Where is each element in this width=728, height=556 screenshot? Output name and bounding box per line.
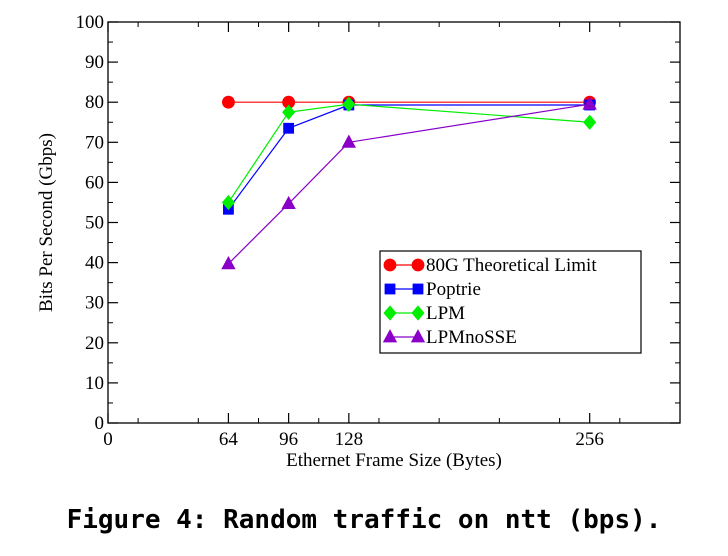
line-chart: 0 10 20 30 40 50 60 70 80 90 100 0 64 96 128 256 80G T… xyxy=(36,12,681,471)
data-point-circle xyxy=(222,95,235,109)
data-point-diamond xyxy=(282,104,296,120)
minor-ticks xyxy=(108,22,680,423)
legend-marker xyxy=(410,329,426,343)
y-tick-label: 20 xyxy=(85,333,104,354)
legend-marker xyxy=(383,258,397,272)
legend-marker xyxy=(411,258,425,272)
series-line xyxy=(227,103,590,203)
x-tick-label: 256 xyxy=(575,429,604,450)
legend-entry: LPM xyxy=(383,303,465,324)
data-point-diamond xyxy=(221,194,235,211)
x-tick-label: 0 xyxy=(103,429,113,450)
series-80g-theoretical-limit xyxy=(222,95,597,109)
data-point-triangle xyxy=(281,195,296,210)
series-line xyxy=(227,104,590,210)
legend-entry: 80G Theoretical Limit xyxy=(383,255,597,276)
legend-marker xyxy=(382,329,398,343)
legend-label: LPMnoSSE xyxy=(426,327,517,348)
series-layer xyxy=(221,95,597,270)
y-tick-label: 80 xyxy=(85,92,104,113)
y-axis: 0 10 20 30 40 50 60 70 80 90 100 xyxy=(76,12,680,434)
legend-entry: Poptrie xyxy=(384,279,481,300)
x-axis: 0 64 96 128 256 xyxy=(103,22,604,450)
data-point-triangle xyxy=(341,134,357,148)
y-tick-label: 90 xyxy=(85,52,104,73)
legend: 80G Theoretical Limit Poptrie LPM LPMnoSSE xyxy=(379,250,642,354)
y-tick-label: 0 xyxy=(95,413,105,434)
legend-label: Poptrie xyxy=(426,279,481,300)
y-tick-label: 70 xyxy=(85,132,104,153)
y-tick-label: 60 xyxy=(85,172,104,193)
y-tick-label: 100 xyxy=(76,12,105,33)
x-tick-label: 128 xyxy=(335,429,364,450)
series-lpm xyxy=(221,96,597,211)
legend-label: 80G Theoretical Limit xyxy=(426,255,597,276)
legend-entry: LPMnoSSE xyxy=(382,327,517,348)
data-point-diamond xyxy=(342,96,356,112)
data-point-triangle xyxy=(221,255,236,270)
figure-caption: Figure 4: Random traffic on ntt (bps). xyxy=(66,505,662,535)
y-axis-title: Bits Per Second (Gbps) xyxy=(36,133,57,312)
data-point-diamond xyxy=(583,114,597,130)
plot-border xyxy=(107,21,681,424)
legend-label: LPM xyxy=(426,303,465,324)
y-tick-label: 40 xyxy=(85,253,104,274)
x-tick-label: 96 xyxy=(279,429,298,450)
series-lpmnosse xyxy=(221,96,597,270)
data-point-square xyxy=(283,122,295,134)
legend-marker xyxy=(384,283,396,295)
x-axis-title: Ethernet Frame Size (Bytes) xyxy=(286,450,502,471)
y-tick-label: 10 xyxy=(85,373,104,394)
plot-area xyxy=(107,21,681,424)
series-line xyxy=(227,103,590,265)
data-point-triangle xyxy=(582,96,597,110)
x-tick-label: 64 xyxy=(219,429,239,450)
y-tick-label: 50 xyxy=(85,213,104,234)
legend-marker xyxy=(411,305,425,321)
series-poptrie xyxy=(223,99,596,215)
legend-marker xyxy=(412,283,424,295)
y-tick-label: 30 xyxy=(85,293,104,314)
legend-marker xyxy=(383,305,397,321)
legend-box xyxy=(379,250,642,354)
